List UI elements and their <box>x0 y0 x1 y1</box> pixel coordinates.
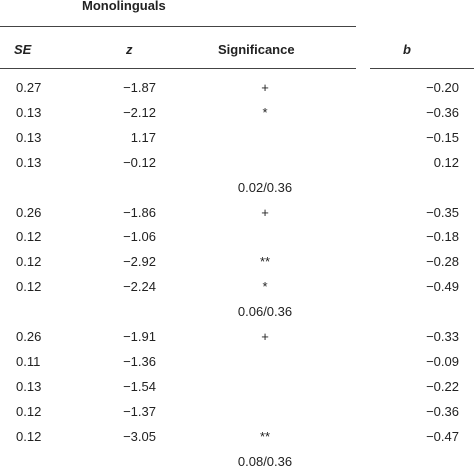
cell: −1.06 <box>123 229 156 245</box>
cell: −0.15 <box>426 129 459 145</box>
cell: −3.05 <box>123 428 156 444</box>
cell: −1.86 <box>123 204 156 220</box>
cell: −0.33 <box>426 329 459 344</box>
cell: * <box>262 104 268 120</box>
fit-cell: 0.06/0.36 <box>237 304 293 320</box>
cell: 0.12 <box>16 254 42 270</box>
cell: 0.13 <box>16 104 42 120</box>
group-header: Monolinguals <box>82 0 166 13</box>
cell: 0.13 <box>16 129 42 145</box>
cell: 0.26 <box>16 329 42 344</box>
cell: −1.91 <box>123 329 156 344</box>
cell: 0.12 <box>16 229 42 245</box>
cell: −0.22 <box>426 378 459 394</box>
column-header: b <box>403 42 411 57</box>
cell: −2.92 <box>123 254 156 270</box>
cell: −0.35 <box>426 204 459 220</box>
cell: 0.12 <box>16 403 42 419</box>
column-header: Significance <box>218 42 295 57</box>
cell: −0.12 <box>123 154 156 170</box>
cell: −0.18 <box>426 229 459 245</box>
cell: −0.47 <box>426 428 459 444</box>
cell: −1.54 <box>123 378 156 394</box>
cell: ** <box>259 254 271 270</box>
column-header: SE <box>14 42 32 57</box>
cell: −0.20 <box>426 80 459 95</box>
cell: −0.49 <box>426 279 459 295</box>
cell: −0.36 <box>426 104 459 120</box>
fit-cell: 0.02/0.36 <box>237 179 293 195</box>
cell: 1.17 <box>130 129 156 145</box>
cell: −0.28 <box>426 254 459 270</box>
rule <box>0 26 356 27</box>
rule <box>0 68 356 69</box>
cell: −0.09 <box>426 353 459 369</box>
cell: + <box>261 329 269 344</box>
cell: −1.87 <box>123 80 156 95</box>
cell: * <box>262 279 268 295</box>
cell: −0.36 <box>426 403 459 419</box>
cell: 0.12 <box>16 428 42 444</box>
cell: 0.27 <box>16 80 42 95</box>
cell: 0.11 <box>16 353 41 369</box>
cell: 0.26 <box>16 204 42 220</box>
cell: ** <box>259 428 271 444</box>
cell: 0.12 <box>433 154 459 170</box>
cell: −1.37 <box>123 403 156 419</box>
cell: 0.12 <box>16 279 42 295</box>
cell: + <box>261 80 269 95</box>
cell: −1.36 <box>123 353 156 369</box>
cell: 0.13 <box>16 154 42 170</box>
fit-cell: 0.08/0.36 <box>237 453 293 469</box>
cell: 0.13 <box>16 378 42 394</box>
cell: + <box>261 204 269 220</box>
cell: −2.12 <box>123 104 156 120</box>
cell: −2.24 <box>123 279 156 295</box>
rule <box>370 68 474 69</box>
column-header: z <box>126 42 133 57</box>
